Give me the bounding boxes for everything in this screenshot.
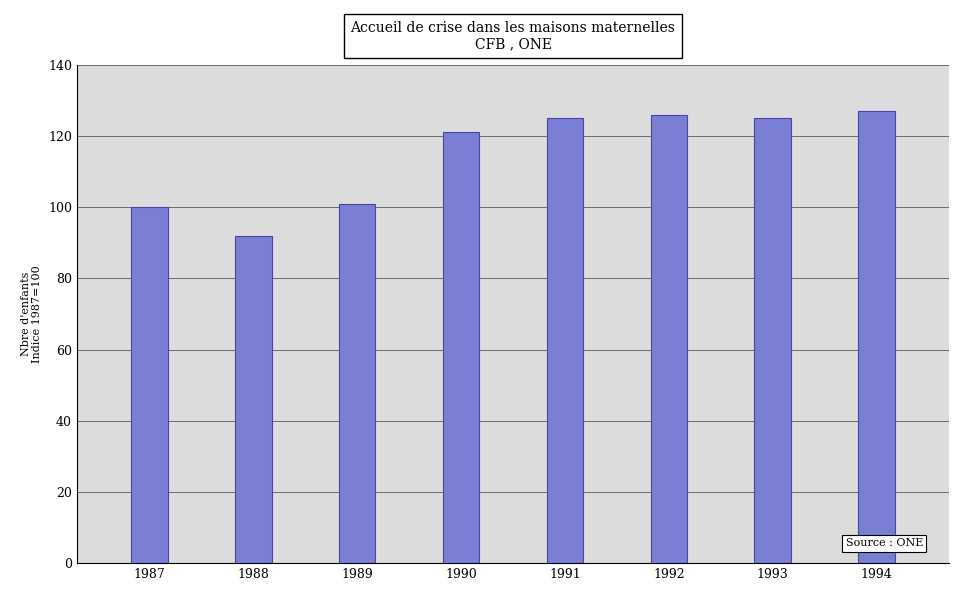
Bar bbox=[339, 203, 375, 563]
Bar bbox=[858, 111, 893, 563]
Text: Source : ONE: Source : ONE bbox=[845, 538, 922, 548]
Y-axis label: Nbre d'enfants
Indice 1987=100: Nbre d'enfants Indice 1987=100 bbox=[20, 265, 43, 363]
Bar bbox=[131, 207, 168, 563]
Bar bbox=[754, 118, 790, 563]
Bar bbox=[234, 235, 271, 563]
Bar bbox=[547, 118, 582, 563]
Title: Accueil de crise dans les maisons maternelles
CFB , ONE: Accueil de crise dans les maisons matern… bbox=[350, 21, 674, 51]
Bar bbox=[650, 114, 686, 563]
Bar bbox=[443, 132, 479, 563]
